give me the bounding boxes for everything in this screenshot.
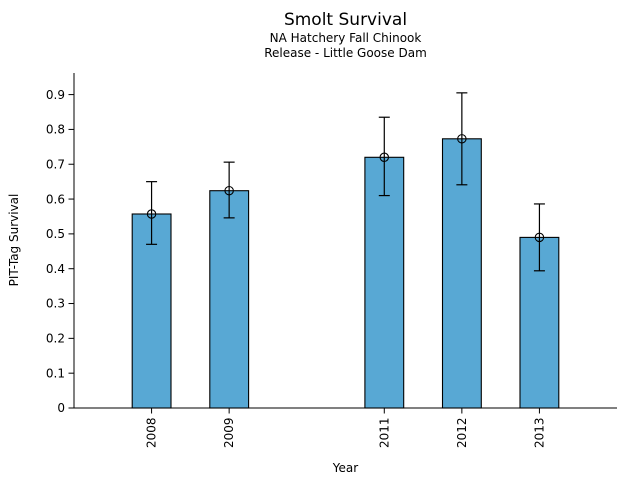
y-tick-label: 0: [57, 401, 65, 415]
mean-marker: [534, 232, 545, 243]
y-tick-label: 0.4: [46, 262, 65, 276]
title-block: Smolt Survival NA Hatchery Fall Chinook …: [74, 10, 617, 61]
mean-marker: [379, 152, 390, 163]
x-tick-label: 2013: [532, 418, 546, 449]
y-tick-label: 0.1: [46, 366, 65, 380]
y-tick-label: 0.9: [46, 88, 65, 102]
x-axis-label: Year: [332, 461, 359, 475]
y-tick-label: 0.7: [46, 157, 65, 171]
mean-marker: [146, 209, 157, 219]
chart-title: Smolt Survival: [283, 10, 408, 30]
x-tick-label: 2012: [455, 418, 469, 449]
y-tick-label: 0.5: [46, 227, 65, 241]
bar: [131, 213, 172, 409]
chart-subtitle-line1: NA Hatchery Fall Chinook: [269, 31, 422, 45]
y-tick-label: 0.3: [46, 297, 65, 311]
mean-marker: [457, 134, 467, 144]
mean-marker: [224, 185, 234, 196]
bar: [364, 156, 405, 409]
y-tick-label: 0.2: [46, 332, 65, 346]
y-tick-label: 0.6: [46, 192, 65, 206]
x-tick-label: 2011: [377, 418, 391, 449]
y-tick-label: 0.8: [46, 123, 65, 137]
x-tick-label: 2008: [145, 418, 159, 449]
chart-subtitle-line2: Release - Little Goose Dam: [264, 46, 427, 60]
x-tick-label: 2009: [222, 418, 236, 449]
bar: [209, 190, 250, 409]
